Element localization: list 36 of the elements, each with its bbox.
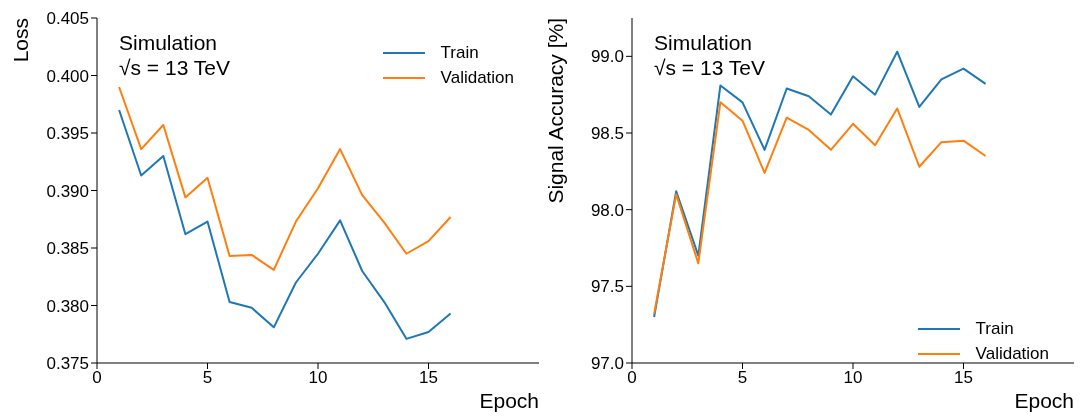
y-tick-label: 0.380 [46,296,89,316]
y-tick-label: 98.0 [590,200,624,220]
y-tick-label: 0.385 [46,239,89,259]
annotation: √s = 13 TeV [654,55,765,80]
y-tick-label: 0.375 [46,354,89,374]
x-tick-label: 15 [419,368,438,388]
x-tick-label: 10 [843,368,863,388]
y-tick-label: 0.400 [46,66,89,86]
x-axis-title: Epoch [1014,389,1074,413]
line-series [118,86,452,271]
y-tick-label: 99.0 [590,47,624,67]
x-tick-label: 0 [627,368,637,388]
x-axis-title: Epoch [479,389,539,413]
line-series [653,101,987,315]
y-axis-title: Signal Accuracy [%] [544,18,568,204]
x-tick-label: 0 [92,368,102,388]
y-tick-label: 97.5 [590,277,624,297]
y-tick-label: 97.0 [590,354,624,374]
legend-label: Validation [975,343,1049,364]
legend-label: Train [440,42,479,63]
legend-label: Validation [440,67,514,88]
annotation: √s = 13 TeV [119,55,230,80]
x-tick-label: 5 [737,368,748,388]
y-tick-label: 0.405 [46,9,89,29]
x-tick-label: 15 [954,368,973,388]
x-tick-label: 10 [308,368,328,388]
y-tick-label: 0.390 [46,181,89,201]
x-tick-label: 5 [202,368,213,388]
y-tick-label: 98.5 [590,124,624,144]
line-series [653,50,987,318]
y-tick-label: 0.395 [46,124,89,144]
y-axis-title: Loss [9,18,33,63]
annotation: Simulation [654,30,754,55]
line-series [118,109,452,340]
annotation: Simulation [119,30,219,55]
legend-label: Train [975,318,1014,339]
